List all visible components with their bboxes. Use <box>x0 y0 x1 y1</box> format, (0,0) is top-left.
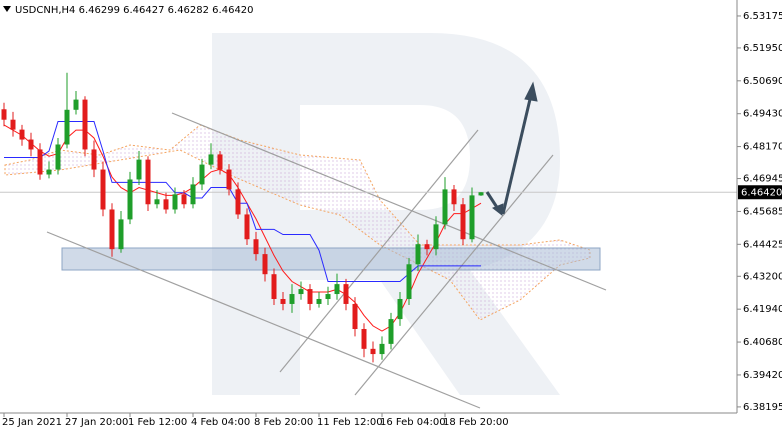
x-tick-label: 4 Feb 04:00 <box>191 417 250 428</box>
candle-body <box>361 329 367 349</box>
arrow <box>501 94 533 215</box>
candle-body <box>289 294 295 304</box>
y-tick-label: 6.44425 <box>743 239 782 250</box>
candle-body <box>325 294 331 299</box>
candle-body <box>208 154 214 165</box>
candle-body <box>334 284 340 295</box>
candle-body <box>235 189 241 215</box>
candle-body <box>460 204 466 240</box>
y-tick-label: 6.38195 <box>743 402 782 413</box>
x-tick-label: 25 Jan 2021 <box>2 417 62 428</box>
candle-body <box>154 199 160 205</box>
candle-body <box>127 179 133 220</box>
y-tick-label: 6.43200 <box>743 271 782 282</box>
support-zone <box>61 247 601 271</box>
candle-body <box>172 194 178 210</box>
y-tick-label: 6.51950 <box>743 43 782 54</box>
candle-body <box>91 149 97 170</box>
y-tick-label: 6.39420 <box>743 370 782 381</box>
candle-body <box>217 154 223 170</box>
candle-body <box>109 209 115 250</box>
chart-title: USDCNH,H4 6.46299 6.46427 6.46282 6.4642… <box>15 5 254 16</box>
candle-body <box>397 298 403 320</box>
candle-body <box>469 195 475 240</box>
channel-line <box>46 231 481 409</box>
y-tick-label: 6.46945 <box>743 174 782 185</box>
candle-body <box>316 298 322 304</box>
candle-body <box>226 169 232 190</box>
channel-line <box>354 154 554 396</box>
candle-body <box>433 224 439 250</box>
candle-body <box>478 192 484 196</box>
y-tick-label: 6.40680 <box>743 337 782 348</box>
x-tick-label: 1 Feb 12:00 <box>128 417 187 428</box>
candle-body <box>28 139 34 150</box>
y-tick-label: 6.41940 <box>743 304 782 315</box>
candle-body <box>190 184 196 205</box>
last-price-box <box>738 185 782 200</box>
y-tick-label: 6.48170 <box>743 142 782 153</box>
candle-body <box>55 144 61 170</box>
arrowhead <box>492 203 504 216</box>
candle-body <box>73 99 79 110</box>
candle-body <box>451 189 457 205</box>
y-tick-label: 6.49430 <box>743 109 782 120</box>
candle-body <box>37 149 43 175</box>
candle-body <box>415 244 421 265</box>
candle-body <box>442 189 448 225</box>
candle-body <box>1 109 7 120</box>
candle-body <box>244 214 250 240</box>
plot <box>0 72 737 363</box>
y-tick-label: 6.50690 <box>743 76 782 87</box>
x-tick-label: 11 Feb 12:00 <box>317 417 383 428</box>
candle-body <box>163 199 169 210</box>
channel-lines <box>46 112 607 409</box>
x-tick-label: 27 Jan 20:00 <box>65 417 128 428</box>
candle-body <box>64 109 70 145</box>
candle-body <box>19 129 25 140</box>
candle-body <box>10 119 16 130</box>
candle-body <box>307 289 313 304</box>
x-tick-label: 8 Feb 20:00 <box>254 417 313 428</box>
candle-body <box>82 99 88 150</box>
forecast-arrows <box>485 81 538 216</box>
candle-body <box>352 303 358 330</box>
candle-body <box>388 319 394 344</box>
candle-body <box>118 219 124 250</box>
candle-body <box>271 274 277 299</box>
candle-body <box>136 159 142 180</box>
candle-body <box>370 348 376 355</box>
candle-body <box>343 284 349 304</box>
candle-body <box>280 298 286 304</box>
candle-body <box>46 169 52 175</box>
candle-body <box>424 244 430 250</box>
candle-body <box>262 254 268 275</box>
candle-body <box>145 159 151 205</box>
arrowhead <box>524 81 538 102</box>
channel-line <box>279 129 479 373</box>
channel-line <box>171 112 607 291</box>
y-tick-label: 6.45685 <box>743 206 782 217</box>
candle-body <box>100 169 106 210</box>
cloud <box>4 124 591 321</box>
candle-body <box>199 164 205 185</box>
last-price-label: 6.46420 <box>741 187 782 198</box>
menu-triangle <box>3 6 11 12</box>
candle-body <box>379 343 385 355</box>
y-tick-label: 6.53175 <box>743 11 782 22</box>
candle-body <box>298 289 304 295</box>
candle-body <box>406 264 412 299</box>
candle-body <box>181 194 187 205</box>
candle-body <box>253 239 259 255</box>
x-tick-label: 18 Feb 20:00 <box>443 417 509 428</box>
x-tick-label: 16 Feb 04:00 <box>380 417 446 428</box>
